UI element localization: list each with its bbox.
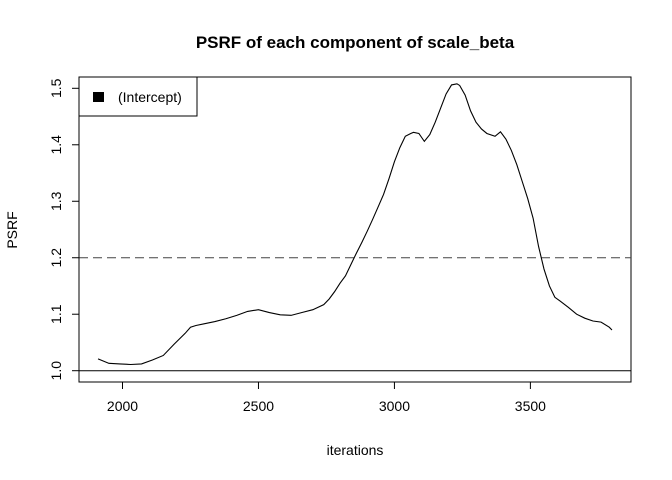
y-axis: 1.0 1.1 1.2 1.3 1.4 1.5 [48,78,80,381]
y-tick-label: 1.0 [48,361,64,381]
plot-frame [78,76,632,383]
legend-swatch-intercept [93,92,104,102]
x-tick-label: 3000 [379,398,410,414]
y-tick-label: 1.5 [48,78,64,98]
x-axis-label: iterations [327,442,384,458]
x-axis: 2000 2500 3000 3500 [107,381,546,414]
legend-label-intercept: (Intercept) [118,89,182,105]
plot-region [78,76,632,383]
x-tick-label: 2500 [243,398,274,414]
x-tick-label: 2000 [107,398,138,414]
y-axis-label: PSRF [4,211,20,248]
y-tick-label: 1.1 [48,304,64,324]
legend: (Intercept) [78,76,198,117]
chart-title: PSRF of each component of scale_beta [196,33,515,52]
x-tick-label: 3500 [515,398,546,414]
y-tick-label: 1.4 [48,135,64,155]
series-line-intercept [97,83,613,366]
y-tick-label: 1.3 [48,191,64,211]
reference-lines [79,257,631,372]
y-tick-label: 1.2 [48,248,64,268]
